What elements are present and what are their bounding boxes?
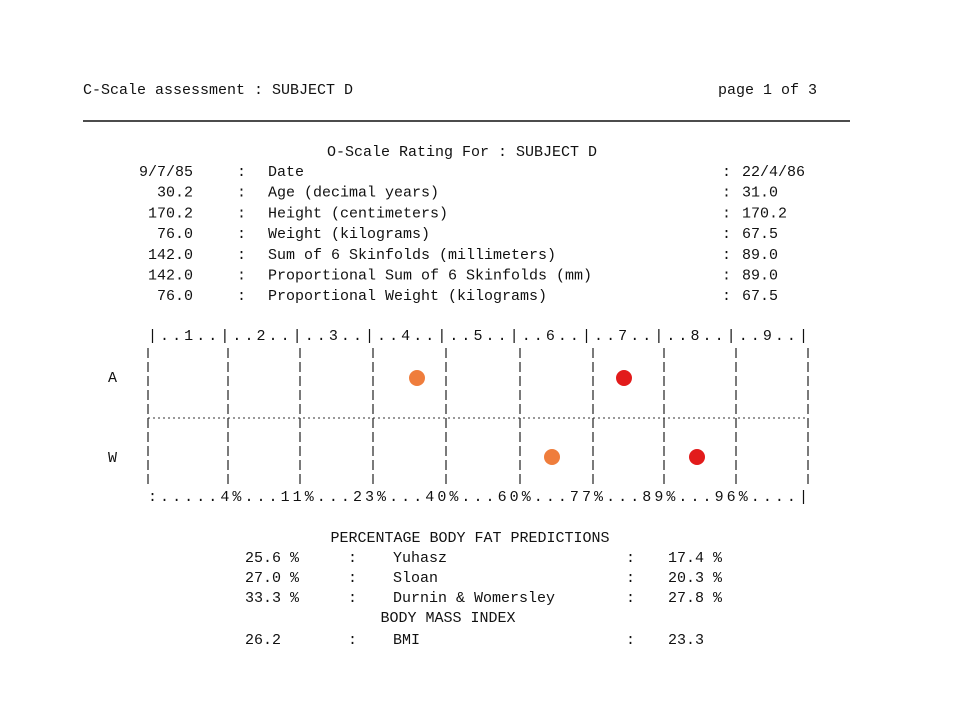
scale-bottom: :.....4%...11%...23%...40%...60%...77%..… (148, 489, 808, 506)
separator: : (237, 185, 246, 202)
predictions-title: PERCENTAGE BODY FAT PREDICTIONS (330, 530, 609, 547)
scale-row-label: A (108, 370, 117, 387)
initial-value: 30.2 (157, 185, 193, 202)
fat-method: Durnin & Womersley (393, 590, 555, 607)
separator: : (722, 164, 731, 181)
separator: : (237, 267, 246, 284)
initial-value: 9/7/85 (139, 164, 193, 181)
separator: : (237, 247, 246, 264)
separator: : (722, 205, 731, 222)
separator: : (237, 288, 246, 305)
separator: : (722, 185, 731, 202)
separator: : (237, 226, 246, 243)
marker-initial (409, 370, 425, 386)
fat-initial: 27.0 % (245, 570, 300, 587)
fat-initial: 25.6 % (245, 550, 300, 567)
scale-row-label: W (108, 450, 117, 467)
fat-current: 17.4 % (668, 550, 723, 567)
current-value: 170.2 (742, 205, 787, 222)
current-value: 89.0 (742, 247, 778, 264)
current-value: 67.5 (742, 226, 778, 243)
initial-value: 142.0 (148, 247, 193, 264)
marker-current (689, 449, 705, 465)
separator: : (348, 570, 357, 587)
separator: : (722, 226, 731, 243)
measure-label: Height (centimeters) (268, 205, 448, 222)
header-title: C-Scale assessment : SUBJECT D (83, 82, 353, 99)
bmi-title: BODY MASS INDEX (380, 610, 515, 627)
separator: : (237, 205, 246, 222)
separator: : (626, 590, 635, 607)
separator: : (626, 570, 635, 587)
current-value: 89.0 (742, 267, 778, 284)
separator: : (722, 267, 731, 284)
rating-title: O-Scale Rating For : SUBJECT D (327, 144, 597, 161)
separator: : (348, 590, 357, 607)
measure-label: Age (decimal years) (268, 185, 439, 202)
current-value: 67.5 (742, 288, 778, 305)
bmi-current: 23.3 (668, 632, 704, 649)
bmi-method: BMI (393, 632, 420, 649)
separator: : (348, 632, 357, 649)
initial-value: 76.0 (157, 288, 193, 305)
measure-label: Date (268, 164, 304, 181)
fat-initial: 33.3 % (245, 590, 300, 607)
current-value: 31.0 (742, 185, 778, 202)
separator: : (722, 288, 731, 305)
scale-grid (147, 348, 809, 488)
measure-label: Sum of 6 Skinfolds (millimeters) (268, 247, 556, 264)
fat-method: Yuhasz (393, 550, 447, 567)
page-number: page 1 of 3 (718, 82, 817, 99)
scale-top: |..1..|..2..|..3..|..4..|..5..|..6..|..7… (148, 328, 808, 345)
separator: : (348, 550, 357, 567)
marker-current (616, 370, 632, 386)
measure-label: Proportional Weight (kilograms) (268, 288, 547, 305)
initial-value: 142.0 (148, 267, 193, 284)
fat-current: 20.3 % (668, 570, 723, 587)
separator: : (626, 632, 635, 649)
initial-value: 76.0 (157, 226, 193, 243)
separator: : (722, 247, 731, 264)
fat-method: Sloan (393, 570, 438, 587)
fat-current: 27.8 % (668, 590, 723, 607)
separator: : (237, 164, 246, 181)
measure-label: Weight (kilograms) (268, 226, 430, 243)
measure-label: Proportional Sum of 6 Skinfolds (mm) (268, 267, 592, 284)
separator: : (626, 550, 635, 567)
bmi-initial: 26.2 (245, 632, 281, 649)
marker-initial (544, 449, 560, 465)
current-value: 22/4/86 (742, 164, 805, 181)
initial-value: 170.2 (148, 205, 193, 222)
